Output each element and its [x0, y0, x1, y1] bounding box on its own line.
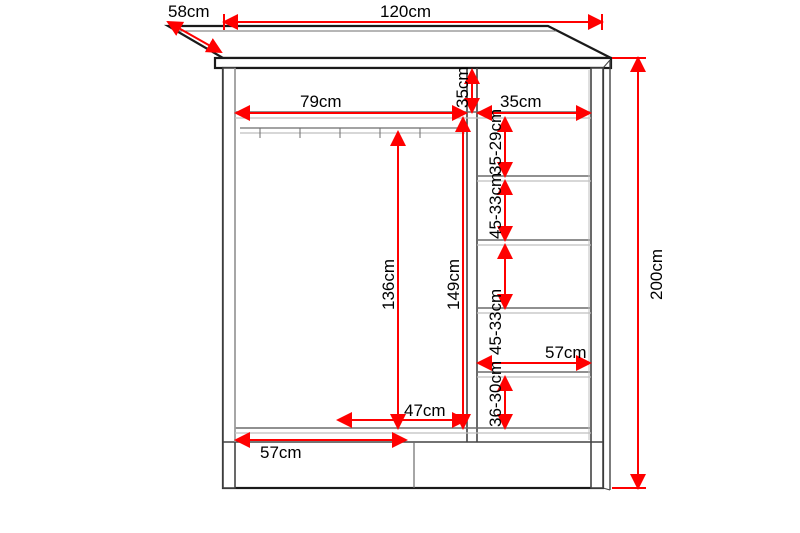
dim-right-gap-1-label: 35-29cm [486, 109, 505, 175]
left-side-panel [223, 68, 235, 488]
dim-79-label: 79cm [300, 92, 342, 111]
dim-right-gap-1: 35-29cm [486, 109, 505, 176]
dim-bottom-57-label: 57cm [260, 443, 302, 462]
dim-35-right-span-label: 35cm [500, 92, 542, 111]
dim-right-gap-2-label: 45-33cm [486, 173, 505, 239]
cabinet-outer-front [223, 68, 603, 488]
dim-136-label: 136cm [379, 259, 398, 310]
dim-width-120-label: 120cm [380, 2, 431, 21]
dim-height-200-label: 200cm [647, 249, 666, 300]
dim-right-gap-3-label: 45-33cm [486, 289, 505, 355]
wardrobe-dimension-diagram: 58cm 120cm 200cm 79cm 35cm 35cm 35-29cm … [0, 0, 800, 533]
dim-149-label: 149cm [444, 259, 463, 310]
dim-right-gap-4-label: 36-30cm [486, 361, 505, 427]
dim-47-label: 47cm [404, 401, 446, 420]
dim-depth-58-label: 58cm [168, 2, 210, 21]
cabinet-top-slab [168, 26, 611, 68]
dim-height-200: 200cm [612, 58, 666, 488]
right-side-panel [591, 68, 603, 488]
dim-35-top-inset: 35cm [453, 66, 472, 112]
dim-right-gap-4: 36-30cm [486, 361, 505, 428]
dim-35-top-inset-label: 35cm [453, 66, 472, 108]
dim-right-57-label: 57cm [545, 343, 587, 362]
dim-right-gap-2: 45-33cm [486, 173, 505, 240]
